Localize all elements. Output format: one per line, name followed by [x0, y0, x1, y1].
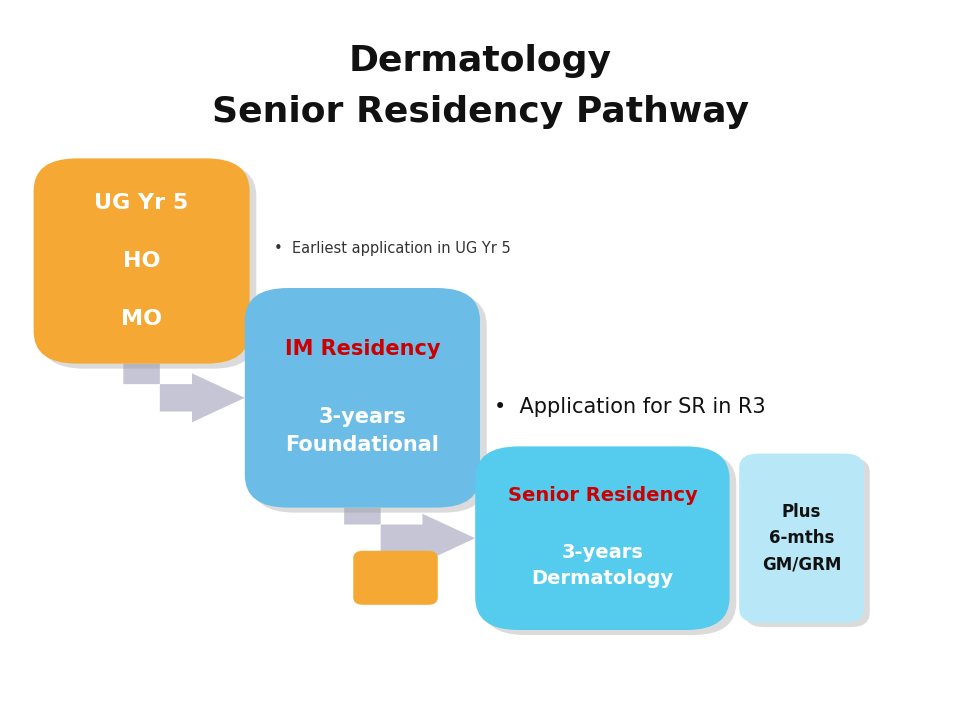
FancyBboxPatch shape: [252, 293, 487, 513]
FancyBboxPatch shape: [475, 446, 730, 630]
Text: •  Earliest application in UG Yr 5: • Earliest application in UG Yr 5: [274, 241, 511, 256]
FancyBboxPatch shape: [745, 458, 870, 627]
FancyBboxPatch shape: [353, 551, 438, 605]
Text: 3-years
Dermatology: 3-years Dermatology: [531, 543, 674, 588]
Text: Plus
6-mths
GM/GRM: Plus 6-mths GM/GRM: [762, 503, 841, 574]
Text: HO: HO: [123, 251, 160, 271]
Text: ABIM,
MRCP: ABIM, MRCP: [380, 567, 411, 589]
FancyBboxPatch shape: [482, 451, 736, 635]
Text: MO: MO: [121, 309, 162, 328]
Polygon shape: [344, 508, 475, 563]
Text: IM Residency: IM Residency: [285, 340, 440, 359]
Text: Senior Residency Pathway: Senior Residency Pathway: [211, 94, 749, 129]
Text: Dermatology: Dermatology: [348, 44, 612, 78]
Polygon shape: [124, 364, 245, 422]
FancyBboxPatch shape: [245, 288, 480, 508]
FancyBboxPatch shape: [40, 163, 256, 369]
FancyBboxPatch shape: [739, 454, 864, 623]
Text: UG Yr 5: UG Yr 5: [94, 194, 189, 213]
Text: 3-years
Foundational: 3-years Foundational: [285, 407, 440, 455]
Text: •  Application for SR in R3: • Application for SR in R3: [494, 397, 766, 417]
FancyBboxPatch shape: [34, 158, 250, 364]
Text: Senior Residency: Senior Residency: [508, 487, 697, 505]
